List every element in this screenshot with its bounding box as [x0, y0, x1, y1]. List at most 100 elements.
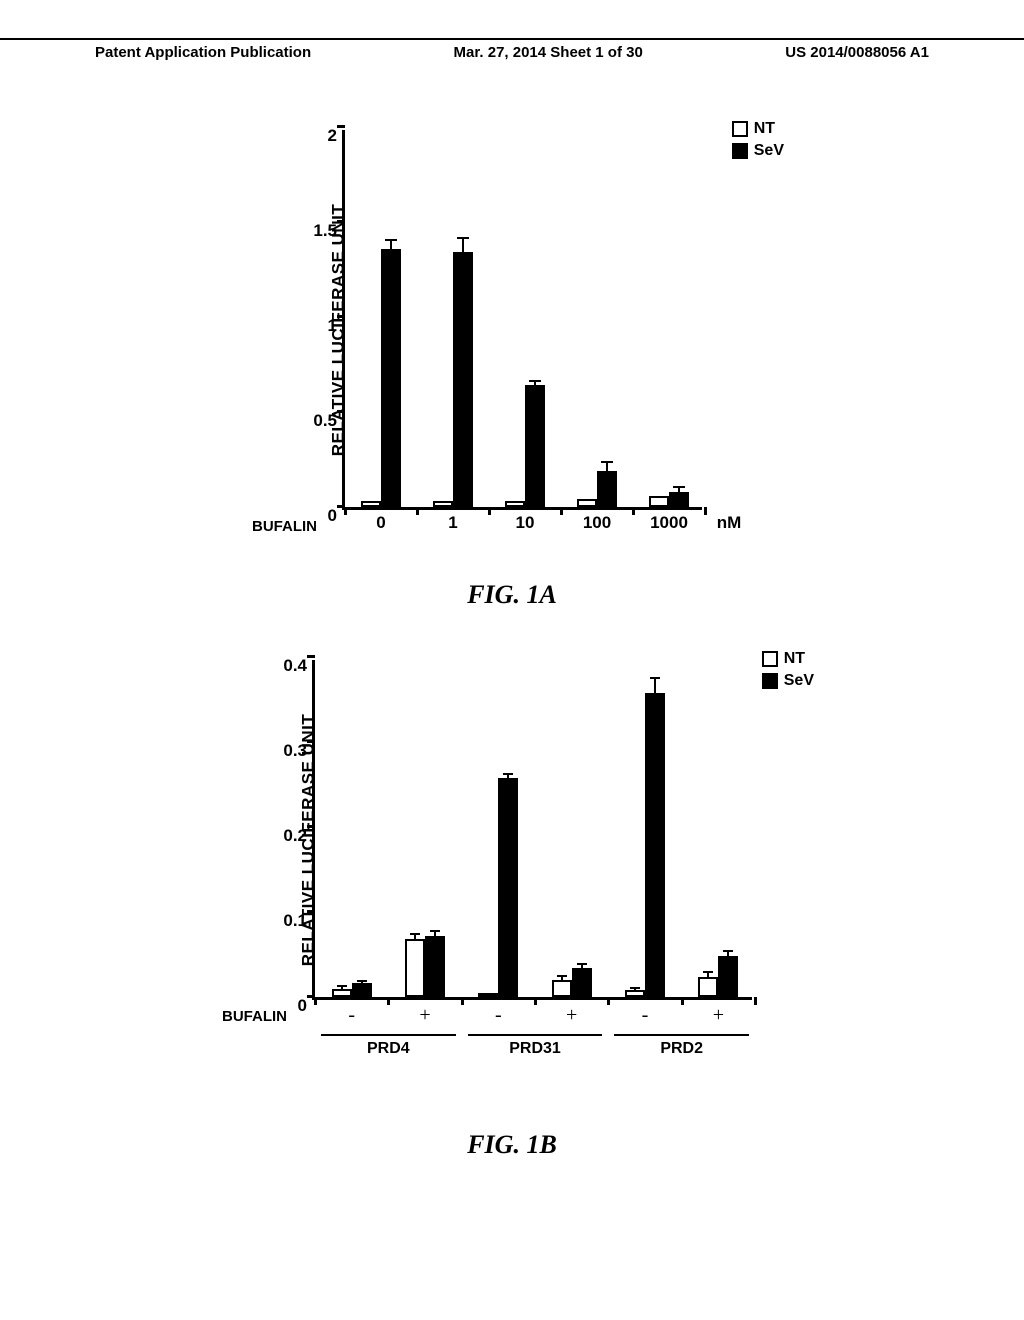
error-cap: [577, 963, 587, 965]
bar-sev: [597, 471, 617, 507]
bufalin-sign: +: [566, 1004, 577, 1027]
xtick-mark: [704, 507, 707, 515]
group-label: PRD4: [367, 1040, 410, 1058]
ytick-mark: [307, 910, 315, 913]
group-label: PRD31: [509, 1040, 561, 1058]
ytick-label: 1: [328, 316, 345, 336]
legend-sev-box: [732, 143, 748, 159]
legend-nt-item-b: NT: [762, 650, 814, 668]
xtick-mark: [416, 507, 419, 515]
xtick-mark: [607, 997, 610, 1005]
error-cap: [385, 239, 397, 241]
ytick-mark: [307, 825, 315, 828]
page-header: Patent Application Publication Mar. 27, …: [0, 38, 1024, 61]
error-bar: [361, 982, 363, 984]
header-left: Patent Application Publication: [0, 44, 311, 61]
bar-nt: [552, 980, 572, 997]
xtick-label: 10: [516, 507, 535, 533]
ytick-label: 0.1: [283, 911, 315, 931]
error-cap: [529, 380, 541, 382]
error-cap: [557, 975, 567, 977]
bar-sev: [453, 252, 473, 507]
ytick-label: 0.3: [283, 741, 315, 761]
group-line: [614, 1034, 749, 1036]
bar-sev: [572, 968, 592, 997]
figure-1b-caption: FIG. 1B: [467, 1130, 557, 1160]
legend-sev-label: SeV: [754, 142, 784, 160]
bar-nt: [332, 989, 352, 998]
error-cap: [430, 930, 440, 932]
error-bar: [434, 932, 436, 935]
xtick-label: 100: [583, 507, 611, 533]
error-bar: [634, 989, 636, 991]
error-cap: [723, 950, 733, 952]
error-cap: [457, 237, 469, 239]
xtick-mark: [534, 997, 537, 1005]
xtick-label: 1000: [650, 507, 688, 533]
header-right: US 2014/0088056 A1: [785, 44, 1024, 61]
bar-sev: [425, 936, 445, 997]
ytick-mark: [337, 315, 345, 318]
x-unit-label: nM: [717, 507, 742, 533]
group-line: [468, 1034, 603, 1036]
legend-nt-label-b: NT: [784, 650, 805, 668]
bar-sev: [645, 693, 665, 997]
error-bar: [678, 488, 680, 492]
bar-sev: [352, 983, 372, 997]
xtick-mark: [344, 507, 347, 515]
legend-sev-label-b: SeV: [784, 672, 814, 690]
ytick-mark: [337, 125, 345, 128]
xtick-mark: [461, 997, 464, 1005]
error-bar: [534, 382, 536, 386]
xtick-label: 1: [448, 507, 457, 533]
error-bar: [727, 952, 729, 956]
error-cap: [650, 677, 660, 679]
figure-1b: NT SeV RELATIVE LUCIFERASE UNIT 00.10.20…: [222, 660, 802, 1060]
xtick-mark: [387, 997, 390, 1005]
bufalin-sign: -: [348, 1004, 355, 1027]
x-axis-label-b: BUFALIN: [222, 1008, 287, 1025]
xtick-mark: [488, 507, 491, 515]
bufalin-sign: -: [495, 1004, 502, 1027]
error-bar: [606, 463, 608, 471]
bufalin-sign: +: [713, 1004, 724, 1027]
xtick-mark: [754, 997, 757, 1005]
ytick-label: 2: [328, 126, 345, 146]
group-label: PRD2: [660, 1040, 703, 1058]
ytick-label: 0: [328, 506, 345, 526]
bufalin-sign: -: [642, 1004, 649, 1027]
error-cap: [601, 461, 613, 463]
xtick-mark: [632, 507, 635, 515]
error-cap: [503, 773, 513, 775]
error-bar: [390, 241, 392, 249]
error-bar: [707, 973, 709, 976]
error-bar: [462, 239, 464, 252]
bar-sev: [718, 956, 738, 997]
error-bar: [581, 965, 583, 968]
error-cap: [673, 486, 685, 488]
x-axis-label-a: BUFALIN: [252, 518, 317, 535]
error-cap: [337, 985, 347, 987]
bar-sev: [498, 778, 518, 997]
error-bar: [561, 977, 563, 980]
bar-sev: [525, 385, 545, 507]
ytick-label: 1.5: [313, 221, 345, 241]
bar-nt: [625, 990, 645, 997]
legend-b: NT SeV: [762, 650, 814, 694]
xtick-label: 0: [376, 507, 385, 533]
bufalin-sign: +: [419, 1004, 430, 1027]
legend-nt-box-b: [762, 651, 778, 667]
error-bar: [414, 935, 416, 939]
header-center: Mar. 27, 2014 Sheet 1 of 30: [454, 44, 643, 61]
legend-nt-box: [732, 121, 748, 137]
error-bar: [654, 679, 656, 693]
legend-nt-item: NT: [732, 120, 784, 138]
bar-nt: [649, 496, 669, 507]
group-line: [321, 1034, 456, 1036]
bar-nt: [698, 977, 718, 997]
xtick-mark: [681, 997, 684, 1005]
ytick-mark: [337, 220, 345, 223]
ytick-mark: [337, 410, 345, 413]
ytick-mark: [307, 740, 315, 743]
ytick-label: 0.5: [313, 411, 345, 431]
